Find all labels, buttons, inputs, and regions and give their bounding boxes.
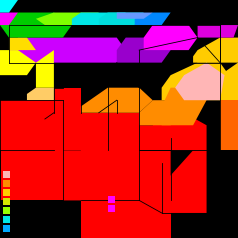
Bar bbox=[3, 225, 10, 232]
Bar bbox=[3, 207, 10, 214]
Polygon shape bbox=[81, 88, 153, 113]
Polygon shape bbox=[81, 200, 171, 238]
Polygon shape bbox=[139, 150, 207, 213]
Polygon shape bbox=[0, 50, 36, 75]
Polygon shape bbox=[117, 13, 153, 19]
Polygon shape bbox=[135, 13, 171, 25]
Bar bbox=[3, 189, 10, 196]
Polygon shape bbox=[198, 25, 238, 38]
Polygon shape bbox=[144, 25, 198, 50]
Polygon shape bbox=[36, 50, 54, 88]
Polygon shape bbox=[63, 113, 171, 200]
Polygon shape bbox=[27, 88, 54, 100]
Polygon shape bbox=[117, 38, 171, 63]
Polygon shape bbox=[175, 63, 224, 100]
Polygon shape bbox=[63, 88, 139, 150]
Polygon shape bbox=[72, 13, 126, 25]
Polygon shape bbox=[220, 100, 238, 150]
Bar bbox=[3, 171, 10, 178]
Polygon shape bbox=[162, 88, 207, 125]
Polygon shape bbox=[0, 13, 72, 38]
Polygon shape bbox=[99, 13, 144, 25]
Polygon shape bbox=[54, 88, 81, 113]
Bar bbox=[3, 198, 10, 205]
Polygon shape bbox=[9, 38, 126, 63]
Polygon shape bbox=[36, 13, 99, 25]
Polygon shape bbox=[45, 100, 63, 113]
Polygon shape bbox=[193, 38, 238, 63]
Bar bbox=[108, 196, 115, 203]
Polygon shape bbox=[9, 38, 36, 50]
Polygon shape bbox=[220, 63, 238, 113]
Polygon shape bbox=[139, 100, 184, 125]
Polygon shape bbox=[162, 63, 229, 100]
Polygon shape bbox=[220, 113, 238, 150]
Bar bbox=[3, 180, 10, 187]
Bar bbox=[3, 162, 10, 169]
Bar bbox=[3, 216, 10, 223]
Bar bbox=[108, 205, 115, 212]
Polygon shape bbox=[0, 0, 18, 13]
Polygon shape bbox=[139, 113, 207, 150]
Polygon shape bbox=[0, 100, 63, 200]
Polygon shape bbox=[0, 13, 18, 25]
Polygon shape bbox=[45, 113, 63, 125]
